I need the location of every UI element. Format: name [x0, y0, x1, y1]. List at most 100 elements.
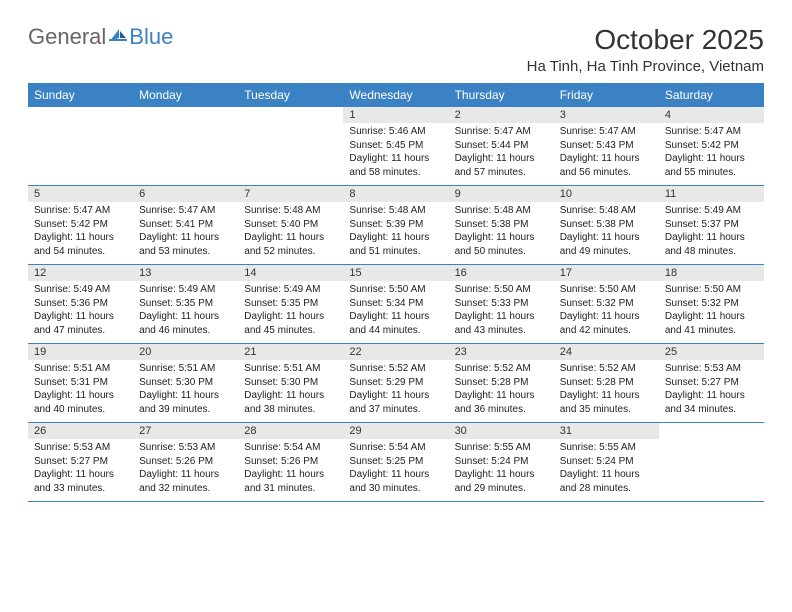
day-content: Sunrise: 5:47 AMSunset: 5:44 PMDaylight:… — [449, 125, 554, 179]
daylight-line: Daylight: 11 hours and 45 minutes. — [244, 310, 337, 337]
day-content: Sunrise: 5:48 AMSunset: 5:39 PMDaylight:… — [343, 204, 448, 258]
sunset-line: Sunset: 5:36 PM — [34, 297, 127, 311]
daylight-line: Daylight: 11 hours and 48 minutes. — [665, 231, 758, 258]
sunrise-line: Sunrise: 5:51 AM — [244, 362, 337, 376]
day-number: 13 — [133, 265, 238, 281]
week-row: 26Sunrise: 5:53 AMSunset: 5:27 PMDayligh… — [28, 423, 764, 502]
sunset-line: Sunset: 5:31 PM — [34, 376, 127, 390]
daylight-line: Daylight: 11 hours and 52 minutes. — [244, 231, 337, 258]
day-content: Sunrise: 5:52 AMSunset: 5:29 PMDaylight:… — [343, 362, 448, 416]
sunset-line: Sunset: 5:45 PM — [349, 139, 442, 153]
daylight-line: Daylight: 11 hours and 36 minutes. — [455, 389, 548, 416]
sunrise-line: Sunrise: 5:48 AM — [455, 204, 548, 218]
sunrise-line: Sunrise: 5:49 AM — [139, 283, 232, 297]
day-27: 27Sunrise: 5:53 AMSunset: 5:26 PMDayligh… — [133, 423, 238, 501]
day-number: 11 — [659, 186, 764, 202]
day-content: Sunrise: 5:52 AMSunset: 5:28 PMDaylight:… — [554, 362, 659, 416]
sunset-line: Sunset: 5:29 PM — [349, 376, 442, 390]
day-31: 31Sunrise: 5:55 AMSunset: 5:24 PMDayligh… — [554, 423, 659, 501]
day-content: Sunrise: 5:53 AMSunset: 5:26 PMDaylight:… — [133, 441, 238, 495]
week-row: 12Sunrise: 5:49 AMSunset: 5:36 PMDayligh… — [28, 265, 764, 344]
sunset-line: Sunset: 5:26 PM — [139, 455, 232, 469]
sunset-line: Sunset: 5:35 PM — [139, 297, 232, 311]
day-3: 3Sunrise: 5:47 AMSunset: 5:43 PMDaylight… — [554, 107, 659, 185]
day-content: Sunrise: 5:47 AMSunset: 5:41 PMDaylight:… — [133, 204, 238, 258]
sunrise-line: Sunrise: 5:48 AM — [244, 204, 337, 218]
day-number: 5 — [28, 186, 133, 202]
daylight-line: Daylight: 11 hours and 31 minutes. — [244, 468, 337, 495]
day-number: 18 — [659, 265, 764, 281]
day-content: Sunrise: 5:50 AMSunset: 5:33 PMDaylight:… — [449, 283, 554, 337]
day-25: 25Sunrise: 5:53 AMSunset: 5:27 PMDayligh… — [659, 344, 764, 422]
day-20: 20Sunrise: 5:51 AMSunset: 5:30 PMDayligh… — [133, 344, 238, 422]
day-empty — [659, 423, 764, 501]
day-content: Sunrise: 5:51 AMSunset: 5:30 PMDaylight:… — [133, 362, 238, 416]
sunrise-line: Sunrise: 5:52 AM — [349, 362, 442, 376]
location: Ha Tinh, Ha Tinh Province, Vietnam — [527, 58, 764, 75]
daylight-line: Daylight: 11 hours and 55 minutes. — [665, 152, 758, 179]
day-16: 16Sunrise: 5:50 AMSunset: 5:33 PMDayligh… — [449, 265, 554, 343]
sunset-line: Sunset: 5:44 PM — [455, 139, 548, 153]
day-10: 10Sunrise: 5:48 AMSunset: 5:38 PMDayligh… — [554, 186, 659, 264]
day-number: 29 — [343, 423, 448, 439]
day-content: Sunrise: 5:50 AMSunset: 5:32 PMDaylight:… — [554, 283, 659, 337]
day-content: Sunrise: 5:53 AMSunset: 5:27 PMDaylight:… — [659, 362, 764, 416]
day-29: 29 Sunrise: 5:54 AMSunset: 5:25 PMDayligh… — [343, 423, 448, 501]
day-content: Sunrise: 5:49 AMSunset: 5:35 PMDaylight:… — [238, 283, 343, 337]
sunrise-line: Sunrise: 5:50 AM — [349, 283, 442, 297]
day-number: 21 — [238, 344, 343, 360]
day-number: 4 — [659, 107, 764, 123]
logo-text-blue: Blue — [129, 24, 173, 50]
day-number: 10 — [554, 186, 659, 202]
header: General Blue October 2025 Ha Tinh, Ha Ti… — [28, 24, 764, 75]
day-content: Sunrise: 5:49 AMSunset: 5:37 PMDaylight:… — [659, 204, 764, 258]
day-8: 8 Sunrise: 5:48 AMSunset: 5:39 PMDaylight… — [343, 186, 448, 264]
day-content: Sunrise: 5:47 AMSunset: 5:43 PMDaylight:… — [554, 125, 659, 179]
daylight-line: Daylight: 11 hours and 43 minutes. — [455, 310, 548, 337]
sunset-line: Sunset: 5:42 PM — [665, 139, 758, 153]
sunset-line: Sunset: 5:28 PM — [560, 376, 653, 390]
sunset-line: Sunset: 5:24 PM — [560, 455, 653, 469]
daylight-line: Daylight: 11 hours and 41 minutes. — [665, 310, 758, 337]
day-empty — [238, 107, 343, 185]
sunrise-line: Sunrise: 5:55 AM — [560, 441, 653, 455]
sunrise-line: Sunrise: 5:55 AM — [455, 441, 548, 455]
title-block: October 2025 Ha Tinh, Ha Tinh Province, … — [527, 24, 764, 75]
sunset-line: Sunset: 5:34 PM — [349, 297, 442, 311]
weekday-header-row: SundayMondayTuesdayWednesdayThursdayFrid… — [28, 83, 764, 107]
daylight-line: Daylight: 11 hours and 50 minutes. — [455, 231, 548, 258]
calendar: SundayMondayTuesdayWednesdayThursdayFrid… — [28, 83, 764, 502]
daylight-line: Daylight: 11 hours and 56 minutes. — [560, 152, 653, 179]
day-19: 19Sunrise: 5:51 AMSunset: 5:31 PMDayligh… — [28, 344, 133, 422]
day-28: 28 Sunrise: 5:54 AMSunset: 5:26 PMDayligh… — [238, 423, 343, 501]
week-row: 1Sunrise: 5:46 AMSunset: 5:45 PMDaylight… — [28, 107, 764, 186]
day-content: Sunrise: 5:54 AMSunset: 5:26 PMDaylight:… — [238, 441, 343, 495]
week-row: 19Sunrise: 5:51 AMSunset: 5:31 PMDayligh… — [28, 344, 764, 423]
logo-text-general: General — [28, 24, 106, 50]
weekday-friday: Friday — [554, 83, 659, 107]
sunrise-line: Sunrise: 5:47 AM — [139, 204, 232, 218]
day-22: 22Sunrise: 5:52 AMSunset: 5:29 PMDayligh… — [343, 344, 448, 422]
day-content: Sunrise: 5:54 AMSunset: 5:25 PMDaylight:… — [343, 441, 448, 495]
day-number: 28 — [238, 423, 343, 439]
day-content: Sunrise: 5:47 AMSunset: 5:42 PMDaylight:… — [659, 125, 764, 179]
day-number: 8 — [343, 186, 448, 202]
day-number: 12 — [28, 265, 133, 281]
day-1: 1Sunrise: 5:46 AMSunset: 5:45 PMDaylight… — [343, 107, 448, 185]
weekday-thursday: Thursday — [449, 83, 554, 107]
day-content: Sunrise: 5:50 AMSunset: 5:34 PMDaylight:… — [343, 283, 448, 337]
day-9: 9Sunrise: 5:48 AMSunset: 5:38 PMDaylight… — [449, 186, 554, 264]
sunset-line: Sunset: 5:28 PM — [455, 376, 548, 390]
weekday-saturday: Saturday — [659, 83, 764, 107]
sunset-line: Sunset: 5:26 PM — [244, 455, 337, 469]
day-7: 7Sunrise: 5:48 AMSunset: 5:40 PMDaylight… — [238, 186, 343, 264]
day-content: Sunrise: 5:55 AMSunset: 5:24 PMDaylight:… — [449, 441, 554, 495]
daylight-line: Daylight: 11 hours and 49 minutes. — [560, 231, 653, 258]
day-number: 14 — [238, 265, 343, 281]
day-14: 14 Sunrise: 5:49 AMSunset: 5:35 PMDayligh… — [238, 265, 343, 343]
sunrise-line: Sunrise: 5:49 AM — [34, 283, 127, 297]
sunrise-line: Sunrise: 5:51 AM — [139, 362, 232, 376]
day-content: Sunrise: 5:46 AMSunset: 5:45 PMDaylight:… — [343, 125, 448, 179]
sunrise-line: Sunrise: 5:54 AM — [349, 441, 442, 455]
daylight-line: Daylight: 11 hours and 54 minutes. — [34, 231, 127, 258]
